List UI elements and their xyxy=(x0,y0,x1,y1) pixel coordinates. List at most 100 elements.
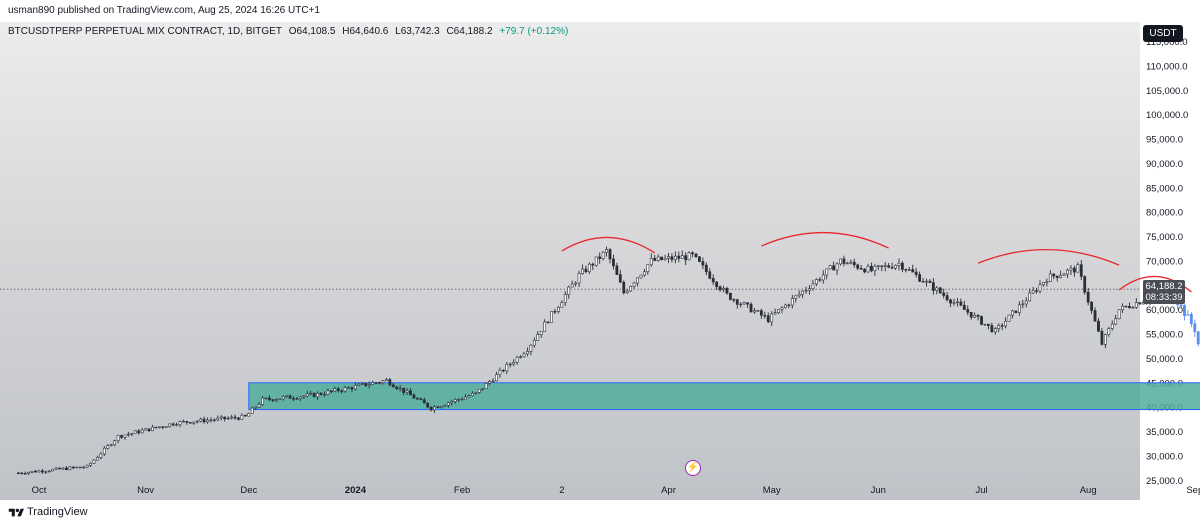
hist-candle-205 xyxy=(722,288,725,291)
hist-candle-187 xyxy=(660,256,664,261)
hist-candle-189 xyxy=(667,256,670,259)
hist-candle-245 xyxy=(859,267,863,270)
hist-candle-208 xyxy=(732,299,736,301)
x-tick-label-3: 2024 xyxy=(345,485,367,496)
hist-candle-60 xyxy=(223,416,227,420)
hist-candle-86 xyxy=(312,392,316,398)
hist-candle-146 xyxy=(519,356,522,358)
hist-candle-306 xyxy=(1069,267,1073,271)
hist-candle-244 xyxy=(856,264,860,269)
x-tick-label-5: 2 xyxy=(559,485,564,496)
hist-candle-126 xyxy=(450,401,454,404)
hist-candle-218 xyxy=(766,315,770,323)
hist-candle-249 xyxy=(873,265,877,272)
hist-candle-30 xyxy=(120,435,123,438)
x-tick-label-7: May xyxy=(763,485,781,496)
hist-candle-158 xyxy=(560,302,564,308)
hist-candle-305 xyxy=(1066,269,1069,275)
hist-candle-213 xyxy=(749,303,753,313)
y-tick-label-8: 75,000.0 xyxy=(1146,232,1183,243)
hist-candle-260 xyxy=(911,269,915,273)
hist-candle-236 xyxy=(828,265,832,270)
hist-candle-181 xyxy=(639,274,643,279)
hist-candle-133 xyxy=(474,392,478,394)
hist-candle-227 xyxy=(797,293,801,297)
hist-candle-301 xyxy=(1052,273,1056,277)
hist-candle-256 xyxy=(897,262,901,266)
y-tick-label-4: 95,000.0 xyxy=(1146,135,1183,146)
hist-candle-296 xyxy=(1035,290,1038,292)
hist-candle-52 xyxy=(195,420,199,423)
hist-candle-31 xyxy=(123,434,127,438)
currency-button[interactable]: USDT xyxy=(1143,25,1183,42)
hist-candle-102 xyxy=(367,384,371,387)
hist-candle-279 xyxy=(976,314,980,317)
hist-candle-321 xyxy=(1121,305,1124,311)
hist-candle-144 xyxy=(512,362,516,365)
y-tick-label-2: 105,000.0 xyxy=(1146,86,1188,97)
flash-icon[interactable]: ⚡ xyxy=(685,460,701,476)
hist-candle-265 xyxy=(928,280,932,283)
hist-candle-39 xyxy=(151,426,154,432)
hist-candle-92 xyxy=(333,388,337,392)
hist-candle-97 xyxy=(350,387,354,390)
last-price-badge: 64,188.2 08:33:39 xyxy=(1143,280,1185,304)
countdown-value: 08:33:39 xyxy=(1145,292,1183,303)
hist-candle-194 xyxy=(684,255,688,261)
hist-candle-61 xyxy=(226,417,230,420)
hist-candle-225 xyxy=(790,298,794,306)
hist-candle-37 xyxy=(144,428,148,431)
price-chart[interactable]: 115,000.0 110,000.0 105,000.0 100,000.0 95,0… xyxy=(0,22,1200,500)
proj-candle-4 xyxy=(1183,305,1186,316)
hist-candle-287 xyxy=(1004,320,1008,327)
hist-candle-25 xyxy=(102,447,106,455)
hist-candle-198 xyxy=(698,256,701,262)
hist-candle-95 xyxy=(343,387,347,392)
hist-candle-72 xyxy=(264,397,268,400)
hist-candle-247 xyxy=(866,265,870,273)
hist-candle-314 xyxy=(1097,320,1100,332)
hist-candle-195 xyxy=(687,252,691,261)
x-tick-label-2: Dec xyxy=(240,485,257,496)
last-price-value: 64,188.2 xyxy=(1145,281,1183,292)
hist-candle-113 xyxy=(405,390,409,393)
hist-candle-308 xyxy=(1076,264,1080,273)
hist-candle-94 xyxy=(340,390,344,392)
hist-candle-192 xyxy=(677,255,681,259)
hist-candle-0 xyxy=(16,472,20,475)
hist-candle-273 xyxy=(956,301,959,304)
hist-candle-159 xyxy=(563,294,567,303)
hist-candle-137 xyxy=(488,381,492,384)
x-tick-label-8: Jun xyxy=(871,485,886,496)
hist-candle-123 xyxy=(440,405,443,408)
hist-candle-222 xyxy=(780,307,784,310)
hist-candle-229 xyxy=(804,289,808,292)
hist-candle-17 xyxy=(75,466,79,469)
hist-candle-79 xyxy=(288,395,292,399)
hist-candle-186 xyxy=(656,256,660,261)
close-value: C64,188.2 xyxy=(446,26,493,37)
y-tick-label-12: 55,000.0 xyxy=(1146,330,1183,341)
hist-candle-220 xyxy=(773,312,777,315)
hist-candle-275 xyxy=(962,304,966,310)
hist-candle-114 xyxy=(409,390,412,396)
hist-candle-182 xyxy=(642,271,646,276)
hist-candle-139 xyxy=(495,374,498,382)
chart-area[interactable]: 115,000.0 110,000.0 105,000.0 100,000.0 95,0… xyxy=(0,22,1200,500)
hist-candle-111 xyxy=(398,387,402,390)
hist-candle-176 xyxy=(622,281,626,294)
hist-candle-250 xyxy=(876,265,880,267)
hist-candle-40 xyxy=(154,426,158,429)
hist-candle-274 xyxy=(959,301,963,306)
hist-candle-231 xyxy=(811,283,815,290)
hist-candle-121 xyxy=(433,406,436,411)
hist-candle-255 xyxy=(894,265,897,269)
hist-candle-98 xyxy=(354,385,357,390)
hist-candle-238 xyxy=(835,263,839,271)
hist-candle-179 xyxy=(632,282,636,287)
hist-candle-297 xyxy=(1038,284,1042,292)
time-axis-bg xyxy=(0,490,1140,500)
hist-candle-326 xyxy=(1138,302,1142,305)
hist-candle-150 xyxy=(532,340,536,346)
hist-candle-96 xyxy=(347,387,350,389)
